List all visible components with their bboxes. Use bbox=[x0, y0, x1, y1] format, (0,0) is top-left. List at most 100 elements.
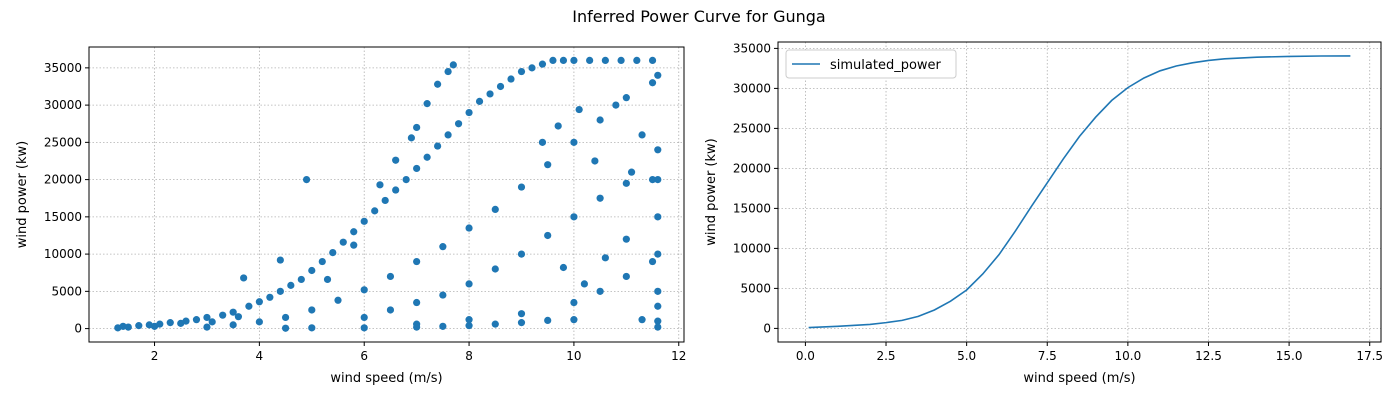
scatter-point bbox=[517, 250, 526, 258]
scatter-point bbox=[413, 257, 421, 266]
scatter-point bbox=[376, 181, 384, 189]
scatter-point bbox=[381, 196, 389, 205]
scatter-point bbox=[413, 164, 421, 173]
simulated-power-line bbox=[808, 55, 1351, 329]
scatter-y-tick-label: 35000 bbox=[44, 61, 82, 75]
scatter-point bbox=[654, 176, 662, 184]
scatter-point bbox=[439, 322, 447, 330]
scatter-point bbox=[182, 317, 190, 325]
scatter-point bbox=[339, 238, 347, 246]
scatter-point bbox=[654, 250, 662, 258]
scatter-y-axis-label: wind power (kw) bbox=[15, 141, 30, 249]
scatter-point bbox=[586, 56, 594, 65]
scatter-x-tick-label: 6 bbox=[360, 349, 368, 363]
scatter-point bbox=[654, 317, 662, 325]
scatter-point bbox=[622, 179, 630, 187]
scatter-x-tick-label: 12 bbox=[671, 349, 686, 363]
scatter-point bbox=[491, 320, 499, 328]
scatter-point bbox=[192, 316, 201, 324]
scatter-point bbox=[444, 67, 452, 76]
line-y-tick-label: 15000 bbox=[733, 201, 771, 215]
line-y-tick-label: 25000 bbox=[733, 121, 771, 135]
scatter-point bbox=[570, 213, 578, 221]
line-x-tick-label: 7.5 bbox=[1038, 349, 1057, 363]
line-y-tick-label: 30000 bbox=[733, 81, 771, 95]
scatter-y-tick-label: 20000 bbox=[44, 173, 82, 187]
scatter-point bbox=[360, 286, 368, 294]
scatter-point bbox=[245, 302, 253, 310]
scatter-point bbox=[596, 287, 604, 295]
scatter-point bbox=[575, 105, 583, 114]
scatter-point bbox=[648, 79, 657, 87]
scatter-point bbox=[465, 108, 473, 117]
scatter-point bbox=[491, 205, 499, 213]
line-x-tick-label: 12.5 bbox=[1195, 349, 1222, 363]
scatter-point bbox=[528, 64, 536, 72]
scatter-point bbox=[596, 194, 604, 202]
scatter-point bbox=[648, 56, 657, 65]
scatter-point bbox=[350, 228, 358, 236]
line-y-tick-label: 35000 bbox=[733, 41, 771, 55]
scatter-point bbox=[622, 272, 630, 281]
scatter-point bbox=[517, 183, 526, 191]
scatter-point bbox=[255, 318, 263, 326]
line-x-tick-label: 17.5 bbox=[1356, 349, 1383, 363]
scatter-point bbox=[591, 157, 599, 165]
line-y-tick-label: 10000 bbox=[733, 241, 771, 255]
scatter-point bbox=[423, 153, 431, 161]
scatter-point bbox=[124, 323, 132, 331]
scatter-point bbox=[601, 56, 609, 65]
scatter-point bbox=[475, 97, 484, 105]
scatter-point bbox=[654, 146, 662, 154]
scatter-point bbox=[156, 320, 164, 328]
scatter-grid bbox=[89, 47, 684, 342]
line-x-tick-label: 5.0 bbox=[957, 349, 976, 363]
scatter-point bbox=[544, 316, 552, 324]
scatter-point bbox=[234, 313, 243, 321]
scatter-x-tick-label: 10 bbox=[566, 349, 581, 363]
scatter-point bbox=[334, 296, 342, 304]
scatter-point bbox=[507, 75, 515, 83]
scatter-point bbox=[633, 56, 641, 65]
scatter-point bbox=[281, 313, 290, 322]
scatter-x-tick-label: 4 bbox=[256, 349, 264, 363]
scatter-point bbox=[544, 231, 552, 240]
scatter-point bbox=[166, 319, 174, 327]
scatter-point bbox=[570, 316, 578, 324]
scatter-point bbox=[308, 306, 316, 314]
scatter-point bbox=[434, 80, 442, 88]
scatter-point bbox=[517, 319, 526, 327]
scatter-point bbox=[407, 134, 416, 142]
scatter-point bbox=[617, 56, 625, 65]
scatter-point bbox=[538, 138, 547, 146]
scatter-point bbox=[434, 142, 442, 150]
scatter-point bbox=[570, 138, 578, 146]
scatter-point bbox=[554, 122, 562, 130]
scatter-point bbox=[559, 56, 568, 65]
scatter-point bbox=[255, 298, 263, 306]
scatter-point bbox=[648, 176, 657, 184]
line-y-tick-label: 0 bbox=[763, 321, 771, 335]
line-y-tick-label: 5000 bbox=[740, 281, 771, 295]
scatter-point bbox=[465, 316, 473, 324]
scatter-point bbox=[229, 308, 237, 316]
scatter-point bbox=[439, 291, 447, 299]
scatter-y-tick-label: 5000 bbox=[51, 284, 82, 298]
scatter-point bbox=[392, 186, 400, 194]
line-x-tick-label: 15.0 bbox=[1276, 349, 1303, 363]
scatter-y-tick-label: 25000 bbox=[44, 135, 82, 149]
scatter-point bbox=[302, 176, 311, 184]
scatter-point bbox=[486, 90, 494, 98]
scatter-point bbox=[517, 310, 526, 318]
scatter-point bbox=[654, 213, 662, 221]
scatter-point bbox=[549, 56, 557, 65]
scatter-point bbox=[596, 116, 604, 124]
scatter-point bbox=[444, 131, 452, 139]
line-series bbox=[808, 55, 1351, 329]
scatter-points bbox=[114, 56, 662, 332]
scatter-point bbox=[308, 324, 316, 332]
scatter-point bbox=[240, 274, 248, 282]
scatter-point bbox=[350, 241, 358, 249]
scatter-point bbox=[413, 323, 421, 331]
